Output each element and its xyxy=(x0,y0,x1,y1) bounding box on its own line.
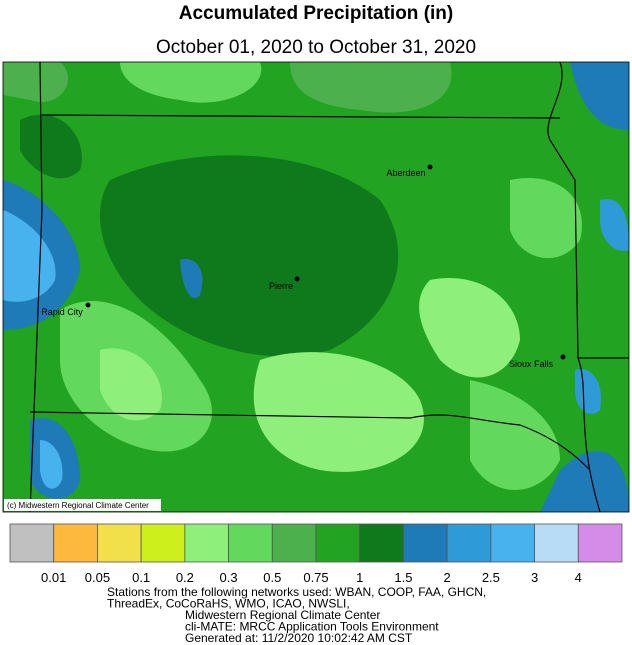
legend-swatch xyxy=(97,523,142,563)
copyright: (c) Midwestern Regional Climate Center xyxy=(7,501,149,510)
city-label: Sioux Falls xyxy=(509,359,554,369)
legend-label: 0.1 xyxy=(132,570,150,585)
legend-swatch xyxy=(446,523,492,563)
city-label: Pierre xyxy=(269,281,293,291)
city-label: Aberdeen xyxy=(386,168,425,178)
legend-swatch xyxy=(140,523,186,563)
footer-line: Generated at: 11/2/2020 10:02:42 AM CST xyxy=(185,631,413,645)
legend-swatch xyxy=(184,523,229,563)
city-dot xyxy=(294,276,300,282)
legend-label: 0.3 xyxy=(220,570,238,585)
legend-label: 0.5 xyxy=(263,570,281,585)
legend-label: 1.5 xyxy=(394,570,412,585)
title: Accumulated Precipitation (in) xyxy=(179,3,453,24)
copyright-bg xyxy=(4,499,161,511)
legend-swatch xyxy=(490,523,535,563)
legend-label: 2 xyxy=(444,570,451,585)
legend-swatch xyxy=(359,523,404,563)
footer-line: Midwestern Regional Climate Center xyxy=(185,608,380,622)
legend-label: 4 xyxy=(575,570,582,585)
legend-swatch xyxy=(271,523,317,563)
legend-swatch xyxy=(315,523,361,563)
legend-label: 0.01 xyxy=(41,570,66,585)
footer-line: ThreadEx, CoCoRaHS, WMO, ICAO, NWSLI, xyxy=(107,597,350,611)
map xyxy=(3,62,629,512)
city-dot xyxy=(427,164,433,170)
legend-swatch xyxy=(9,523,55,563)
city-dot xyxy=(560,354,566,360)
city-label: Rapid City xyxy=(41,307,83,317)
footer-line: Stations from the following networks use… xyxy=(107,585,486,599)
subtitle: October 01, 2020 to October 31, 2020 xyxy=(156,37,476,58)
legend-label: 1 xyxy=(356,570,363,585)
legend-swatch xyxy=(534,523,579,563)
legend-label: 2.5 xyxy=(482,570,500,585)
legend-swatch xyxy=(228,523,273,563)
legend-label: 0.75 xyxy=(303,570,328,585)
legend-label: 0.05 xyxy=(85,570,110,585)
legend-swatch xyxy=(577,523,623,563)
city-dot xyxy=(85,302,91,308)
footer-line: cli-MATE: MRCC Application Tools Environ… xyxy=(185,620,439,634)
map-frame xyxy=(2,61,630,513)
legend-swatch xyxy=(403,523,448,563)
legend-label: 3 xyxy=(531,570,538,585)
legend-label: 0.2 xyxy=(176,570,194,585)
legend-swatch xyxy=(53,523,98,563)
